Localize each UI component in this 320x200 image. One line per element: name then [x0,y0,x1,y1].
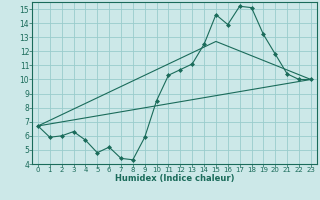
X-axis label: Humidex (Indice chaleur): Humidex (Indice chaleur) [115,174,234,183]
